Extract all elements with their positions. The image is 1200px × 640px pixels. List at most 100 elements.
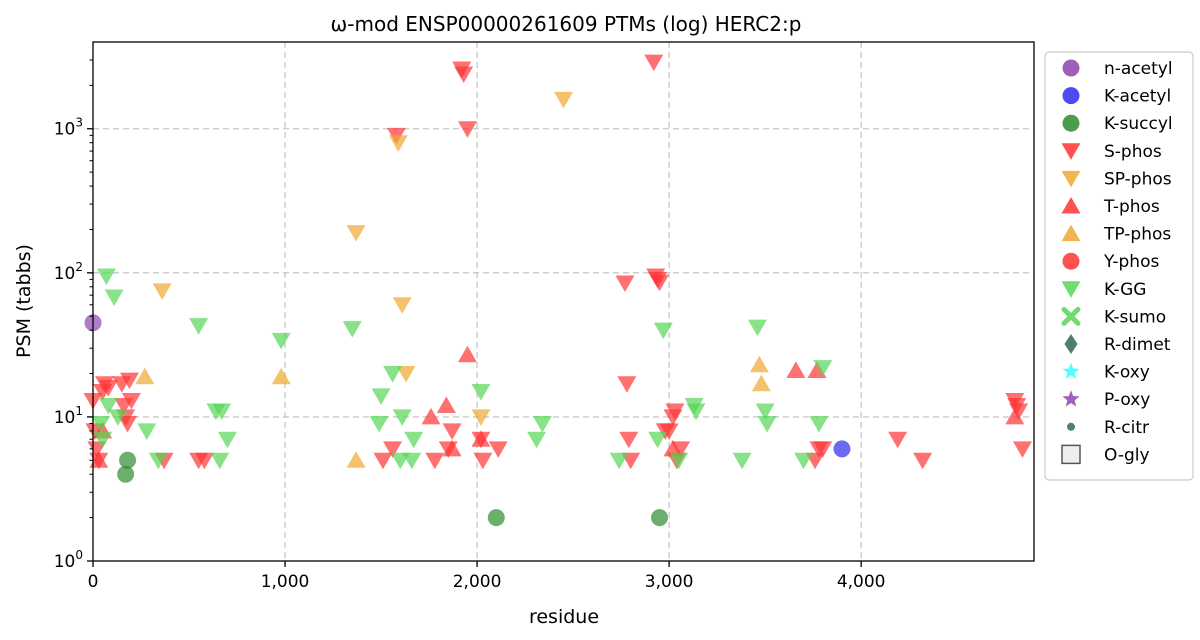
TP-phos-point [271,367,291,385]
T-phos-point [1005,407,1025,425]
SP-phos-point [346,225,366,242]
x-tick-label: 1,000 [261,572,310,592]
legend-label-P-oxy: P-oxy [1104,390,1150,410]
legend-label-K-GG: K-GG [1104,280,1146,300]
T-phos-point [786,361,806,378]
S-phos-point [442,423,462,440]
legend-label-K-succyl: K-succyl [1104,114,1173,134]
S-phos-point [454,66,474,83]
SP-phos-point [152,283,172,300]
S-phos-point [383,441,403,458]
y-tick-label: 103 [54,116,83,140]
legend-label-TP-phos: TP-phos [1103,225,1171,245]
marks-layer [83,54,1032,527]
legend-marker-S-phos [1061,143,1081,160]
K-GG-point [342,321,362,338]
plot-frame [92,41,1035,562]
K-GG-point [383,366,403,383]
S-phos-point [913,452,933,470]
legend-marker-K-oxy [1062,362,1080,379]
K-succyl-point [119,451,137,469]
TP-phos-point [749,355,769,373]
legend-marker-R-citr [1067,422,1075,431]
legend-frame [1044,51,1194,481]
K-GG-point [271,332,291,350]
legend: n-acetyl K-acetyl K-succyl S-phos SP-phos T-p… [1044,51,1194,481]
S-phos-point [1012,441,1032,458]
K-GG-point [217,431,237,449]
TP-phos-point [751,374,771,392]
K-GG-point [669,452,689,470]
K-GG-point [91,416,111,433]
K-GG-point [732,452,752,470]
axes-layer: 0 1,000 2,000 3,000 4,000 100 101 102 103 [54,59,886,592]
K-GG-point [369,416,389,433]
legend-label-K-acetyl: K-acetyl [1104,87,1171,107]
y-tick-label: 100 [54,548,83,572]
S-phos-point [98,380,118,397]
S-phos-point [659,423,679,440]
legend-label-K-sumo: K-sumo [1104,307,1166,327]
chart-title: ω-mod ENSP00000261609 PTMs (log) HERC2:p [331,12,802,36]
K-GG-point [755,403,775,420]
K-GG-point [648,431,668,449]
K-GG-point [210,452,230,470]
SP-phos-point [554,91,573,109]
K-GG-point [137,423,157,440]
legend-marker-P-oxy [1062,390,1080,407]
x-tick-label: 4,000 [837,572,886,592]
SP-phos-point [396,366,416,383]
grid-layer [93,42,1034,561]
K-GG-point [392,409,412,426]
legend-marker-R-dimet [1064,334,1078,354]
S-phos-point [888,431,908,449]
x-tick-label: 2,000 [453,572,502,592]
K-GG-point [104,289,124,306]
S-phos-point [425,452,445,470]
y-tick-label: 101 [54,404,83,428]
legend-label-O-gly: O-gly [1104,445,1150,465]
S-phos-point [644,54,664,72]
legend-label-S-phos: S-phos [1104,142,1162,162]
SP-phos-point [392,297,412,314]
K-GG-point [471,384,491,401]
T-phos-point [89,451,109,468]
K-GG-point [96,268,116,286]
TP-phos-point [346,451,366,468]
S-phos-point [619,431,639,449]
K-GG-point [98,398,118,415]
K-GG-point [747,319,767,337]
legend-marker-T-phos [1061,197,1081,214]
S-phos-point [615,275,635,293]
K-GG-point [402,452,422,470]
S-phos-point [650,274,670,292]
T-phos-point [442,439,462,457]
SP-phos-point [471,409,491,426]
x-tick-label: 3,000 [645,572,694,592]
K-GG-point [609,452,629,470]
K-succyl-point [117,465,135,483]
legend-marker-K-GG [1061,281,1081,298]
legend-label-SP-phos: SP-phos [1104,169,1172,189]
legend-label-Y-phos: Y-phos [1103,252,1159,272]
S-phos-point [457,121,477,138]
legend-marker-SP-phos [1061,170,1081,188]
T-phos-point [436,396,456,414]
K-GG-point [757,416,777,433]
T-phos-point [471,430,491,447]
T-phos-point [421,407,441,425]
legend-label-T-phos: T-phos [1103,197,1160,217]
legend-label-K-oxy: K-oxy [1104,363,1150,383]
legend-label-R-citr: R-citr [1104,418,1149,438]
K-GG-point [108,409,128,426]
S-phos-point [119,372,139,390]
K-GG-point [813,360,833,377]
K-GG-point [527,431,547,449]
K-GG-point [404,431,424,449]
K-GG-point [686,403,706,420]
legend-label-R-dimet: R-dimet [1104,335,1171,355]
legend-marker-K-sumo [1061,306,1081,326]
K-GG-point [794,452,814,470]
K-GG-point [809,416,829,433]
